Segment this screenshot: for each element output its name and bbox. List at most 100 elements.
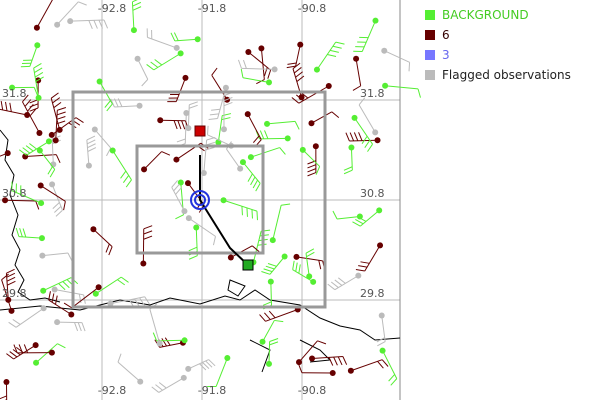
lon-label: -90.8	[298, 2, 326, 15]
outer-domain	[71, 90, 327, 309]
barb-tick	[24, 99, 32, 107]
wind-barb	[347, 359, 389, 374]
legend-swatch	[425, 50, 435, 60]
barb-tick	[358, 97, 366, 106]
station	[95, 284, 102, 291]
barb-tick	[352, 221, 361, 227]
barb-tick	[158, 382, 167, 389]
station	[258, 45, 265, 52]
barb-staff	[147, 36, 177, 49]
barb-tick	[377, 341, 386, 347]
barb-staff	[334, 275, 359, 291]
station	[308, 120, 315, 127]
wind-barb	[355, 242, 384, 272]
barb-tick	[9, 102, 12, 112]
end-marker	[242, 259, 254, 271]
barb-tick	[88, 20, 93, 29]
barb-tick	[261, 271, 271, 275]
barb-staff	[143, 151, 162, 170]
barb-tick	[205, 146, 215, 151]
barb-tick	[286, 65, 296, 69]
wind-barb	[244, 111, 262, 147]
station	[181, 337, 188, 344]
barb-staff	[112, 150, 132, 181]
barb-tick	[269, 338, 279, 342]
station	[379, 347, 386, 354]
station	[265, 360, 272, 367]
station	[306, 273, 313, 280]
wind-barb	[20, 42, 41, 68]
barb-tick	[98, 19, 103, 29]
station	[269, 237, 276, 244]
barb-tick	[18, 149, 27, 156]
barb-tick	[338, 277, 346, 284]
barb-tick	[29, 99, 39, 104]
barb-tick	[141, 79, 149, 87]
barb-tick	[264, 130, 269, 139]
barb-tick	[146, 64, 155, 71]
barb-tick	[376, 337, 385, 343]
barb-staff	[117, 361, 141, 383]
barb-tick	[335, 41, 345, 45]
lat-label: 29.8	[2, 287, 27, 300]
wind-barb	[67, 18, 109, 29]
barb-staff	[302, 149, 321, 167]
barb-tick	[103, 19, 109, 29]
station	[220, 126, 227, 133]
wind-barb	[353, 17, 379, 53]
target-ring	[194, 194, 206, 206]
barb-tick	[29, 143, 37, 150]
wind-barb	[54, 1, 87, 28]
station	[227, 254, 234, 261]
legend-swatch	[425, 30, 435, 40]
station	[382, 82, 389, 89]
barb-tick	[293, 67, 302, 74]
barb-staff	[70, 19, 105, 22]
legend-label: 3	[442, 48, 450, 62]
station	[48, 131, 55, 138]
barb-tick	[337, 356, 343, 366]
station	[177, 50, 184, 57]
barb-tick	[251, 209, 253, 219]
barb-staff	[207, 134, 232, 147]
barb-tick	[287, 62, 297, 65]
barb-staff	[360, 209, 380, 227]
barb-staff	[248, 51, 271, 71]
station	[183, 109, 190, 116]
station	[222, 84, 229, 91]
station	[136, 102, 143, 109]
station	[185, 365, 192, 372]
barb-staff	[51, 184, 63, 211]
barb-staff	[223, 199, 258, 212]
wind-barb	[286, 41, 304, 69]
wind-barb	[171, 180, 188, 215]
station	[24, 112, 31, 119]
station	[38, 235, 45, 242]
barb-tick	[161, 151, 171, 156]
barb-staff	[42, 252, 68, 257]
barb-tick	[86, 139, 96, 145]
wind-barb	[107, 296, 150, 308]
barb-staff	[226, 148, 241, 169]
station	[376, 207, 383, 214]
barb-tick	[27, 103, 34, 112]
barb-tick	[151, 386, 160, 393]
barb-staff	[266, 120, 296, 125]
barb-staff	[0, 108, 28, 116]
barb-tick	[22, 228, 27, 238]
barb-tick	[106, 103, 113, 112]
barb-staff	[187, 104, 190, 129]
barb-tick	[0, 395, 7, 400]
barb-tick	[7, 280, 16, 286]
barb-tick	[173, 120, 178, 130]
barb-staff	[48, 299, 72, 315]
station	[259, 338, 266, 345]
barb-staff	[149, 309, 161, 344]
barb-tick	[54, 295, 58, 305]
station	[271, 66, 278, 73]
barb-tick	[307, 172, 317, 177]
wind-barb	[261, 253, 288, 275]
barb-tick	[5, 101, 8, 111]
station	[140, 260, 147, 267]
barb-tick	[364, 139, 371, 148]
